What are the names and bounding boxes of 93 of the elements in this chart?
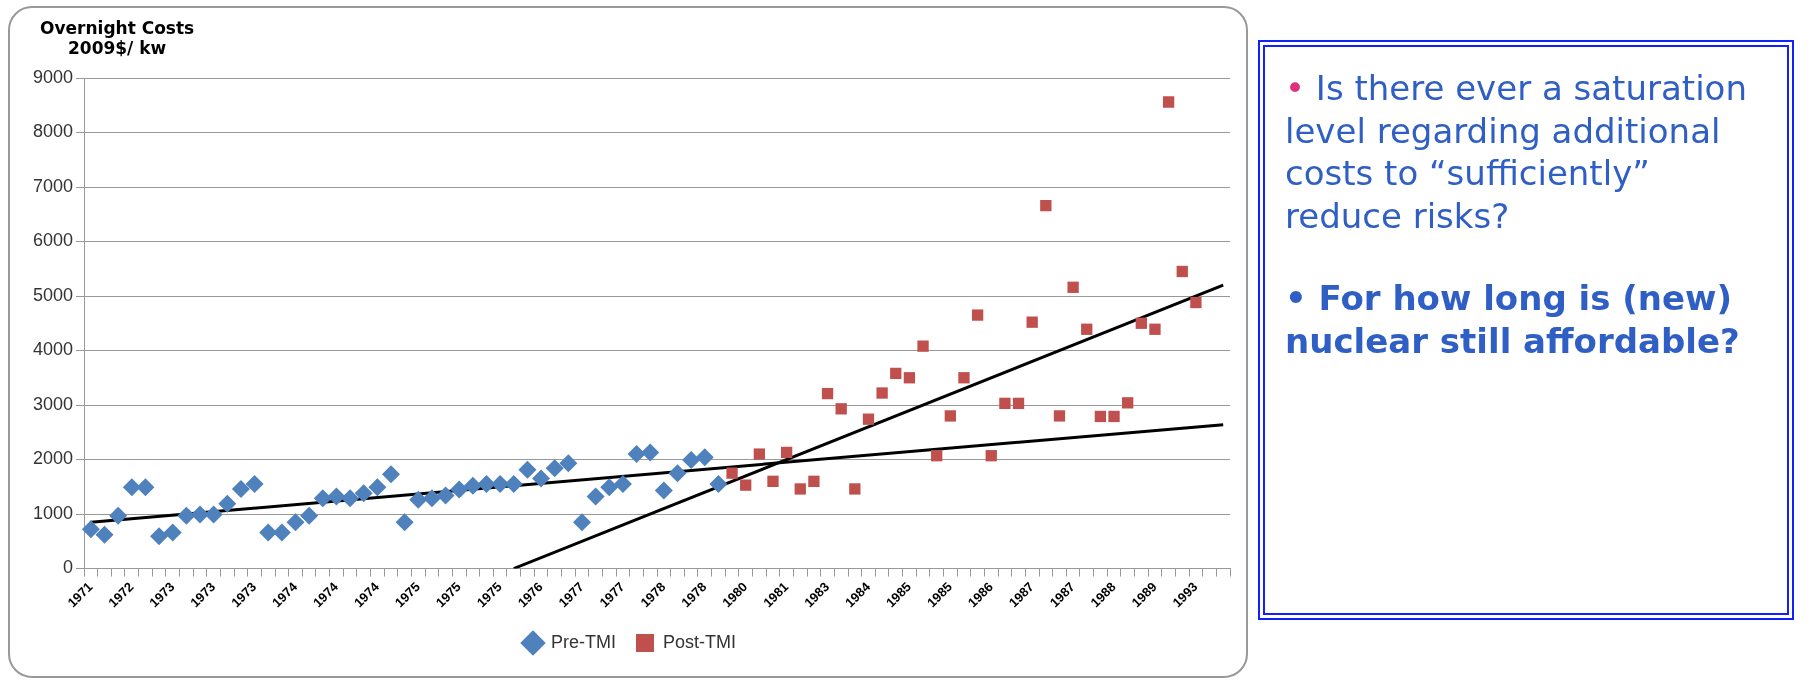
point — [1122, 397, 1134, 409]
point — [477, 475, 496, 494]
point — [958, 372, 970, 384]
point — [218, 494, 237, 513]
point — [753, 448, 765, 460]
legend-label: Pre-TMI — [551, 631, 616, 652]
point — [641, 443, 660, 462]
y-axis-title: Overnight Costs 2009$/ kw — [40, 18, 195, 58]
point — [1176, 265, 1188, 278]
point — [695, 448, 714, 467]
point — [545, 459, 564, 478]
point — [1094, 410, 1107, 423]
point — [204, 505, 223, 524]
point — [177, 506, 196, 525]
point — [136, 478, 155, 497]
point — [876, 387, 888, 399]
point — [163, 523, 182, 542]
point — [999, 397, 1011, 410]
point — [767, 475, 779, 487]
point — [821, 387, 834, 400]
point — [1108, 410, 1120, 423]
point — [1026, 316, 1038, 328]
point — [862, 413, 875, 425]
point — [613, 475, 632, 494]
point — [849, 483, 861, 495]
point — [368, 478, 387, 497]
point — [572, 513, 591, 532]
point — [313, 489, 332, 508]
point — [1149, 323, 1161, 335]
point — [559, 454, 578, 473]
point — [654, 481, 673, 500]
point — [794, 483, 806, 495]
point — [835, 403, 847, 415]
y-tick-label: 0 — [63, 557, 74, 578]
point — [245, 475, 264, 494]
point — [354, 484, 373, 503]
point — [1067, 281, 1079, 293]
point — [382, 465, 400, 484]
point — [1012, 397, 1025, 410]
point — [1162, 96, 1175, 108]
point — [327, 487, 346, 506]
point — [971, 309, 984, 321]
point — [518, 460, 537, 479]
point — [409, 490, 428, 509]
point — [1135, 317, 1147, 329]
y-tick-label: 3000 — [33, 393, 74, 414]
point — [1190, 296, 1202, 309]
y-tick-label: 4000 — [33, 339, 74, 360]
point — [740, 479, 752, 491]
y-tick-label: 1000 — [33, 502, 74, 523]
point — [808, 475, 820, 487]
legend-label: Post-TMI — [663, 631, 737, 652]
point — [1040, 199, 1052, 212]
point — [286, 513, 305, 532]
point — [191, 505, 209, 524]
point — [81, 520, 100, 539]
point — [586, 487, 605, 506]
point — [395, 513, 414, 532]
point — [532, 469, 551, 488]
point — [709, 475, 728, 494]
point — [150, 527, 169, 546]
y-tick-label: 5000 — [33, 284, 74, 305]
point — [450, 480, 469, 499]
point — [903, 372, 916, 384]
point — [890, 367, 902, 380]
point — [985, 450, 997, 462]
point — [682, 451, 701, 470]
point — [780, 446, 793, 459]
point — [944, 410, 956, 422]
y-tick-label: 7000 — [33, 175, 74, 196]
point — [463, 476, 482, 495]
point — [422, 489, 441, 508]
point — [122, 478, 141, 497]
text: • For how long is (new) nuclear still affordable? — [1285, 277, 1741, 362]
point — [436, 486, 455, 505]
point — [300, 506, 319, 525]
point — [726, 467, 738, 479]
text: • Is there ever a saturation level regarding additional costs to “sufficiently” reduce risks? — [1285, 67, 1748, 237]
y-tick-label: 6000 — [33, 230, 74, 251]
point — [231, 479, 250, 498]
point — [600, 478, 619, 497]
point — [627, 445, 646, 464]
y-tick-label: 8000 — [33, 121, 74, 142]
point — [95, 525, 114, 544]
point — [668, 464, 687, 483]
y-tick-label: 2000 — [33, 448, 74, 469]
point — [341, 489, 360, 508]
y-tick-label: 9000 — [33, 66, 74, 87]
point — [1053, 410, 1066, 422]
point — [917, 340, 929, 352]
point — [1081, 323, 1093, 335]
point — [109, 506, 128, 525]
point — [931, 450, 943, 462]
